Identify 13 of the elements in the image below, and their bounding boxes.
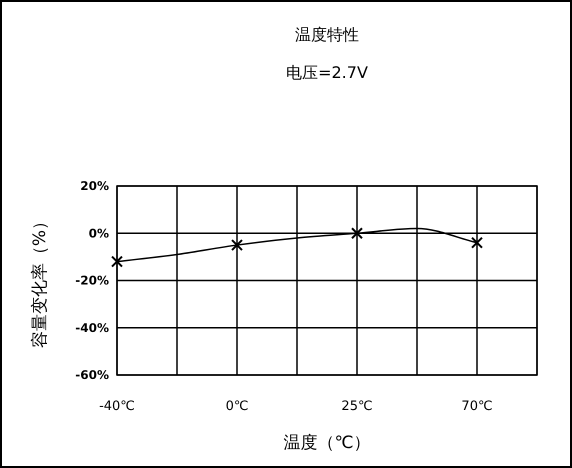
chart-title: 温度特性: [295, 25, 359, 44]
x-tick-label: 25℃: [341, 399, 373, 414]
chart-subtitle: 电压=2.7V: [286, 63, 368, 82]
x-tick-label: 70℃: [461, 399, 493, 414]
y-tick-label: -20%: [75, 274, 109, 288]
x-tick-label: -40℃: [99, 399, 135, 414]
x-axis-title: 温度（℃）: [283, 433, 371, 453]
y-axis-title: 容量变化率（%）: [30, 212, 50, 348]
y-tick-label: 20%: [80, 179, 109, 193]
x-tick-label: 0℃: [226, 399, 248, 414]
y-tick-label: -60%: [75, 368, 109, 382]
y-tick-label: -40%: [75, 320, 109, 335]
y-tick-label: 0%: [88, 226, 109, 240]
